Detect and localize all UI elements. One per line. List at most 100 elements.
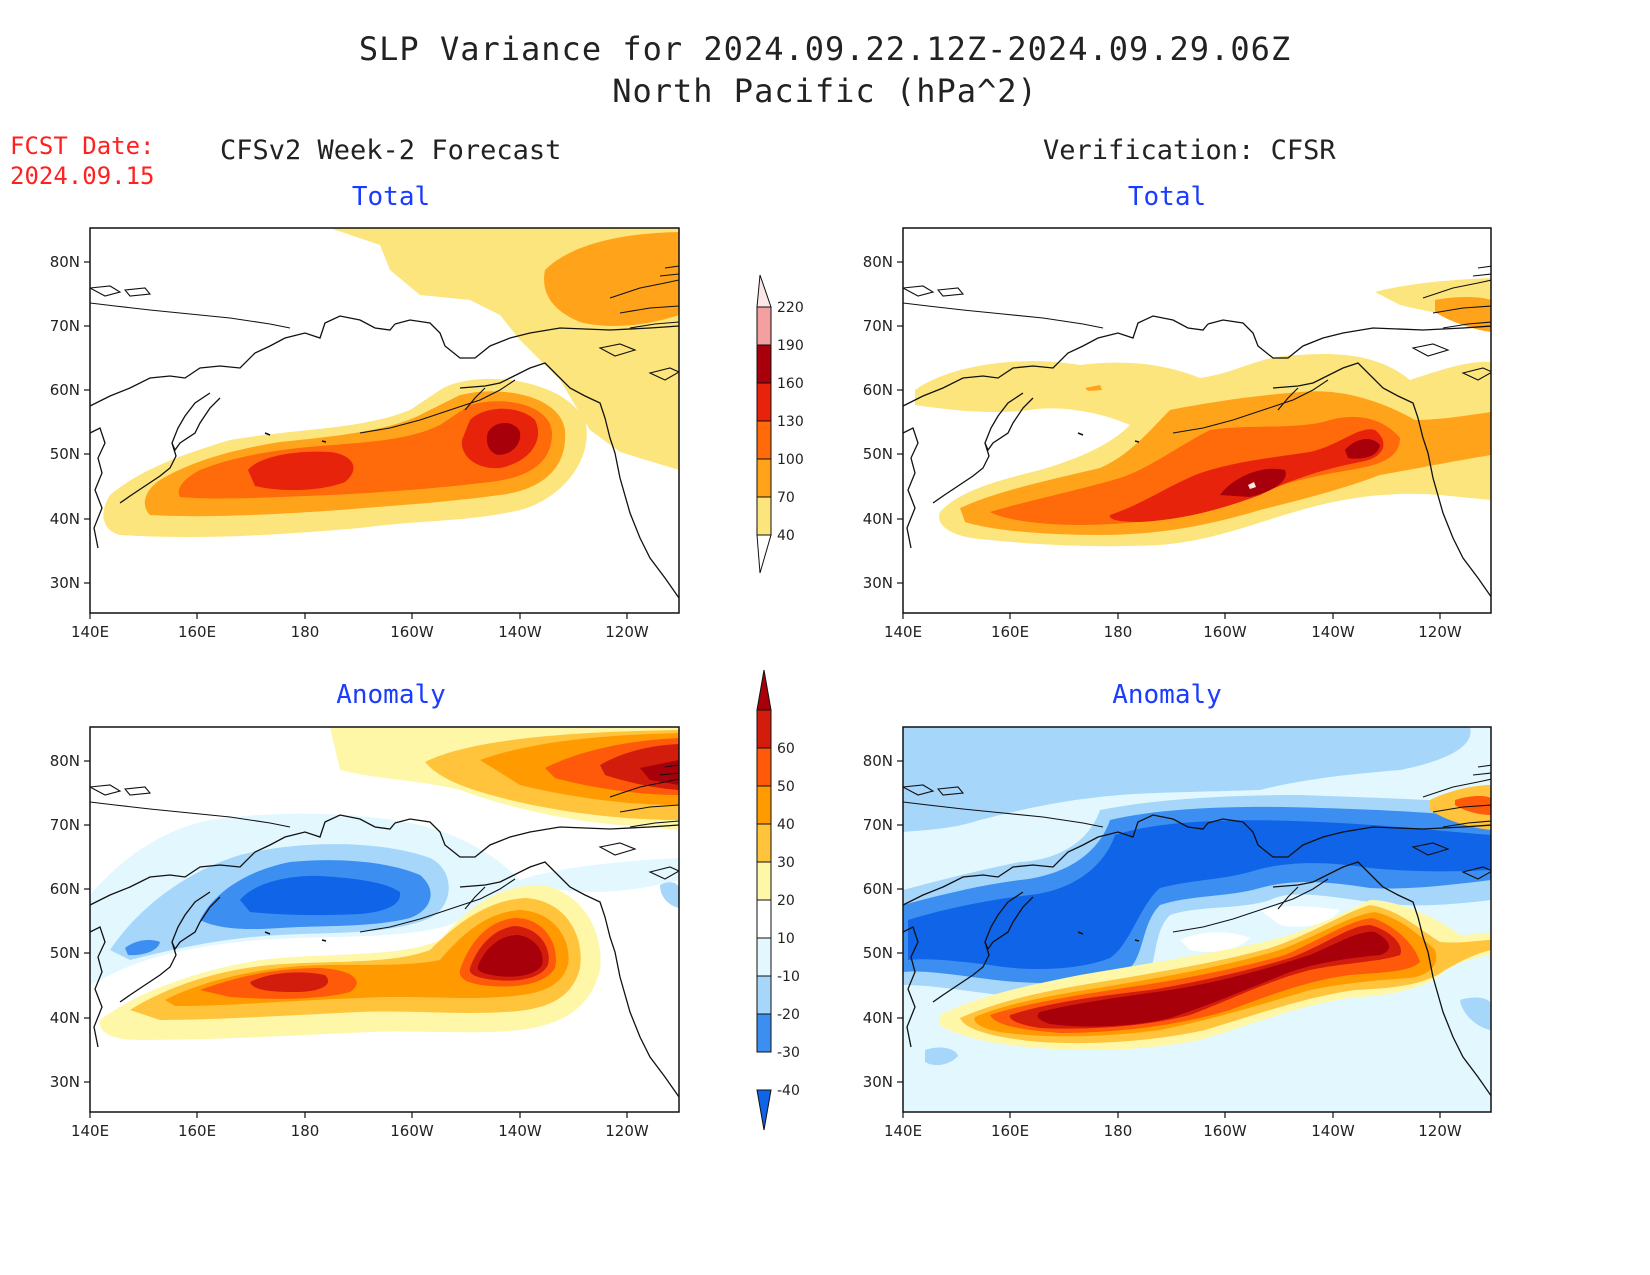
panel-title-forecast-anomaly: Anomaly xyxy=(336,680,446,710)
colorbar-total-label: 100 xyxy=(777,452,804,468)
lon-tick-label: 120W xyxy=(605,623,649,641)
colorbar-total-segment xyxy=(756,496,772,536)
column-title-verification: Verification: CFSR xyxy=(1043,135,1336,166)
colorbar-anomaly-label: 50 xyxy=(777,779,795,795)
lon-tick-label: 140W xyxy=(1311,1122,1355,1140)
lat-tick-label: 80N xyxy=(50,752,80,770)
main-subtitle: North Pacific (hPa^2) xyxy=(612,72,1038,110)
lat-tick-label: 60N xyxy=(863,880,893,898)
colorbar-anomaly-segment xyxy=(756,823,772,863)
lat-tick-label: 50N xyxy=(863,445,893,463)
lon-tick-label: 180 xyxy=(291,623,320,641)
axes-layer: 140E 160E 180 160W 140W 120W 80N 70N 60N 50N 40N 30… xyxy=(50,253,1462,1140)
lat-tick-label: 30N xyxy=(50,1073,80,1091)
map-verification-anomaly xyxy=(902,726,1492,1113)
colorbar-anomaly-high-end xyxy=(756,669,772,711)
colorbar-anomaly: -40 -30 -20 -10 10 20 30 40 50 60 xyxy=(756,669,800,1131)
panel-title-verification-anomaly: Anomaly xyxy=(1112,680,1222,710)
panel-title-verification-total: Total xyxy=(1127,182,1207,212)
colorbar-anomaly-segment xyxy=(756,861,772,901)
lat-tick-label: 70N xyxy=(863,317,893,335)
lat-tick-label: 60N xyxy=(50,381,80,399)
lon-tick-label: 140E xyxy=(884,1122,922,1140)
colorbar-total: 40 70 100 130 160 190 220 xyxy=(756,274,804,574)
colorbar-total-label: 70 xyxy=(777,490,795,506)
colorbar-total-label: 160 xyxy=(777,376,804,392)
colorbar-anomaly-segment xyxy=(756,937,772,977)
colorbar-anomaly-segment xyxy=(756,975,772,1015)
lat-tick-label: 70N xyxy=(863,816,893,834)
colorbar-total-label: 40 xyxy=(777,528,795,544)
lon-tick-label: 160E xyxy=(991,623,1029,641)
lat-tick-label: 40N xyxy=(863,1009,893,1027)
map-verification-total xyxy=(902,227,1492,614)
lat-tick-label: 40N xyxy=(50,510,80,528)
lon-tick-label: 120W xyxy=(1418,1122,1462,1140)
lon-tick-label: 160E xyxy=(178,623,216,641)
lon-tick-label: 160W xyxy=(1203,1122,1247,1140)
lon-tick-label: 120W xyxy=(605,1122,649,1140)
colorbar-total-label: 220 xyxy=(777,300,804,316)
colorbar-anomaly-segment xyxy=(756,1013,772,1053)
lat-tick-label: 30N xyxy=(863,574,893,592)
lon-tick-label: 160W xyxy=(1203,623,1247,641)
lon-tick-label: 140W xyxy=(1311,623,1355,641)
lon-tick-label: 160E xyxy=(991,1122,1029,1140)
lat-tick-label: 50N xyxy=(50,445,80,463)
colorbar-anomaly-label: 30 xyxy=(777,855,795,871)
lat-tick-label: 50N xyxy=(863,944,893,962)
lat-tick-label: 70N xyxy=(50,816,80,834)
colorbar-total-segment xyxy=(756,420,772,460)
colorbar-total-high-end xyxy=(756,274,772,308)
lon-tick-label: 120W xyxy=(1418,623,1462,641)
lat-tick-label: 70N xyxy=(50,317,80,335)
colorbar-anomaly-label: 60 xyxy=(777,741,795,757)
lon-tick-label: 140W xyxy=(498,623,542,641)
colorbar-total-label: 190 xyxy=(777,338,804,354)
colorbar-total-segment xyxy=(756,458,772,498)
colorbar-anomaly-label: -30 xyxy=(777,1045,800,1061)
lat-tick-label: 30N xyxy=(863,1073,893,1091)
colorbar-anomaly-label: 40 xyxy=(777,817,795,833)
colorbar-total-segment xyxy=(756,344,772,384)
colorbar-anomaly-segment xyxy=(756,899,772,939)
lon-tick-label: 140E xyxy=(71,1122,109,1140)
colorbar-anomaly-label: 10 xyxy=(777,931,795,947)
colorbar-anomaly-segment xyxy=(756,747,772,787)
lon-tick-label: 180 xyxy=(291,1122,320,1140)
colorbar-anomaly-label: 20 xyxy=(777,893,795,909)
lat-tick-label: 60N xyxy=(50,880,80,898)
map-forecast-anomaly xyxy=(89,726,680,1113)
fcst-date-label: FCST Date: xyxy=(10,132,155,160)
lat-tick-label: 50N xyxy=(50,944,80,962)
colorbar-total-segment xyxy=(756,306,772,346)
lat-tick-label: 80N xyxy=(863,253,893,271)
lon-tick-label: 140E xyxy=(884,623,922,641)
column-title-forecast: CFSv2 Week-2 Forecast xyxy=(220,135,562,166)
lat-tick-label: 60N xyxy=(863,381,893,399)
lon-tick-label: 140W xyxy=(498,1122,542,1140)
fcst-date-value: 2024.09.15 xyxy=(10,162,155,190)
lat-tick-label: 30N xyxy=(50,574,80,592)
colorbar-total-label: 130 xyxy=(777,414,804,430)
panel-title-forecast-total: Total xyxy=(351,182,431,212)
colorbar-anomaly-low-end xyxy=(756,1089,772,1131)
lon-tick-label: 160W xyxy=(390,1122,434,1140)
colorbar-anomaly-label: -20 xyxy=(777,1007,800,1023)
colorbar-total-low-end xyxy=(756,534,772,574)
lon-tick-label: 140E xyxy=(71,623,109,641)
lat-tick-label: 80N xyxy=(50,253,80,271)
colorbar-anomaly-segment xyxy=(756,785,772,825)
lon-tick-label: 180 xyxy=(1104,623,1133,641)
lat-tick-label: 40N xyxy=(50,1009,80,1027)
lon-tick-label: 160W xyxy=(390,623,434,641)
lat-tick-label: 40N xyxy=(863,510,893,528)
colorbar-anomaly-label: -10 xyxy=(777,969,800,985)
lon-tick-label: 160E xyxy=(178,1122,216,1140)
colorbar-total-segment xyxy=(756,382,772,422)
colorbar-anomaly-label: -40 xyxy=(777,1083,800,1099)
lat-tick-label: 80N xyxy=(863,752,893,770)
lon-tick-label: 180 xyxy=(1104,1122,1133,1140)
map-forecast-total xyxy=(89,227,680,614)
